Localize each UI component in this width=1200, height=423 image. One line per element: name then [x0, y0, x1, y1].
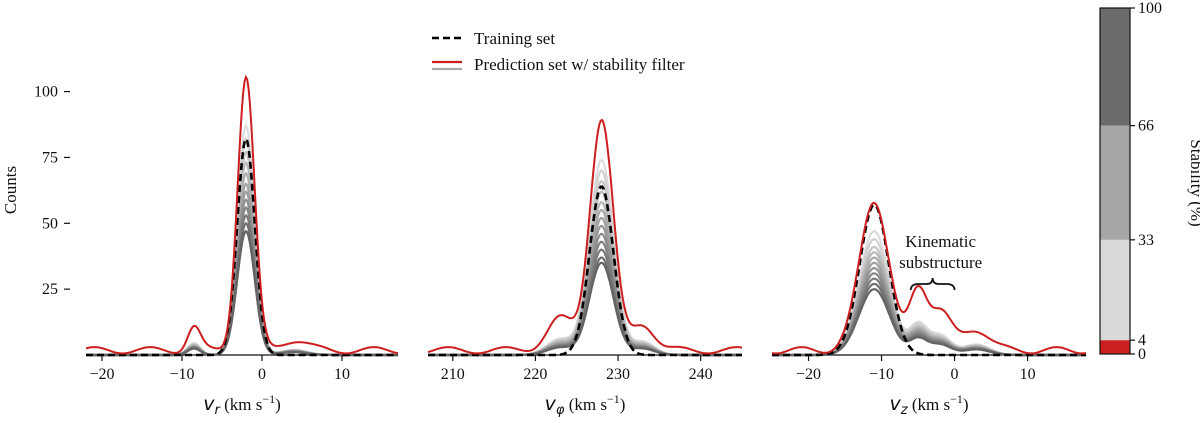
- stability-curve: [428, 261, 742, 357]
- colorbar-tick-label: 33: [1138, 232, 1154, 249]
- stability-curve: [772, 282, 1086, 357]
- colorbar-band: [1100, 340, 1130, 354]
- x-tick-label: 220: [523, 366, 547, 383]
- colorbar-tick-label: 100: [1138, 0, 1162, 17]
- colorbar-band: [1100, 125, 1130, 240]
- y-tick-label: 100: [34, 84, 58, 101]
- panel-vr: −20 −10 0 10 vr (km s−1): [85, 74, 399, 418]
- x-tick-label: 230: [606, 366, 630, 383]
- legend: Training set Prediction set w/ stability…: [432, 29, 685, 74]
- y-ticks: 25 50 75 100: [34, 84, 70, 298]
- colorbar-label: Stability (%): [1187, 139, 1200, 226]
- x-tick-label: 240: [689, 366, 713, 383]
- colorbar-band: [1100, 8, 1130, 126]
- panels: −20 −10 0 10 vr (km s−1) 210 220 230 240 vφ (km s…: [85, 74, 1087, 418]
- training-set-curve: [86, 136, 398, 357]
- stability-curve: [86, 229, 398, 357]
- stability-curve: [772, 277, 1086, 357]
- prediction-set-curve: [427, 118, 743, 355]
- colorbar-tick-label: 66: [1138, 118, 1154, 135]
- x-axis-label: vφ (km s−1): [545, 392, 626, 418]
- colorbar-frame: [1099, 7, 1131, 355]
- panel-vz: −20 −10 0 10 vz (km s−1) Kinematic substructur…: [771, 201, 1087, 418]
- colorbar-tick-label: 0: [1138, 346, 1146, 363]
- prediction-set-curve: [771, 201, 1087, 355]
- panel-vphi: 210 220 230 240 vφ (km s−1): [427, 118, 743, 418]
- y-tick-label: 50: [42, 215, 58, 232]
- x-tick-label: −10: [869, 366, 894, 383]
- y-tick-label: 75: [42, 149, 58, 166]
- x-axis-label: vz (km s−1): [889, 392, 968, 418]
- training-set-curve: [772, 203, 1086, 357]
- x-axis-label: vr (km s−1): [203, 392, 281, 418]
- annotation-line2: substructure: [899, 253, 982, 272]
- x-tick-label: −20: [796, 366, 821, 383]
- x-tick-label: 0: [258, 366, 266, 383]
- annotation-brace: [909, 277, 956, 291]
- x-tick-label: 0: [951, 366, 959, 383]
- annotation-line1: Kinematic: [905, 232, 976, 251]
- y-tick-label: 25: [42, 281, 58, 298]
- x-tick-label: −10: [169, 366, 194, 383]
- legend-training-label: Training set: [474, 29, 555, 48]
- x-tick-label: 10: [1020, 366, 1036, 383]
- x-tick-label: 210: [441, 366, 465, 383]
- legend-prediction-label: Prediction set w/ stability filter: [474, 55, 685, 74]
- x-tick-label: 10: [334, 366, 350, 383]
- colorbar-tick-label: 4: [1138, 332, 1146, 349]
- colorbar-band: [1100, 239, 1130, 341]
- colorbar: 04 33 66 100: [1099, 0, 1162, 363]
- prediction-set-curve: [85, 74, 399, 355]
- y-axis: 25 50 75 100 Counts: [1, 84, 70, 298]
- y-axis-label: Counts: [1, 166, 20, 214]
- x-tick-label: −20: [89, 366, 114, 383]
- stability-curve: [772, 288, 1086, 357]
